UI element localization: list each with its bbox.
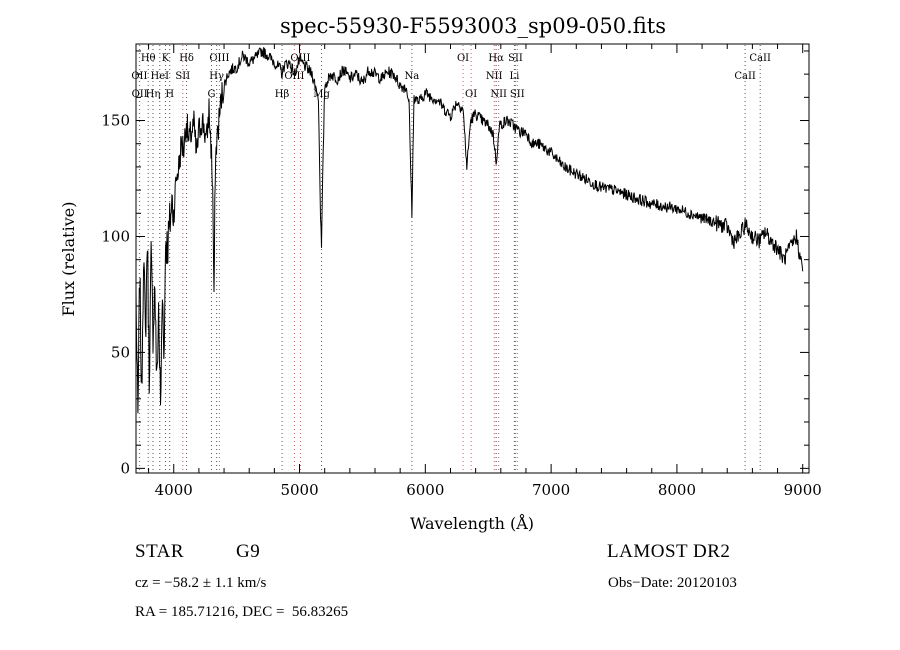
line-id-label: Li [509, 71, 519, 82]
line-id-label: H [165, 89, 174, 100]
x-axis-label: Wavelength (Å) [410, 513, 534, 533]
object-class: STAR [135, 541, 185, 562]
x-tick-label: 9000 [784, 481, 822, 499]
line-id-label: CaII [749, 53, 771, 64]
line-id-label: OIII [209, 53, 229, 64]
sky-coordinates: RA = 185.71216, DEC = 56.83265 [135, 604, 349, 620]
spectrum-series [135, 47, 804, 414]
line-id-label: CaII [734, 71, 756, 82]
line-id-label: Na [405, 71, 420, 82]
redshift-velocity: cz = −58.2 ± 1.1 km/s [135, 575, 267, 591]
y-tick-label: 100 [101, 227, 130, 245]
line-id-label: NII [490, 89, 507, 100]
line-id-label: Mg [313, 89, 330, 100]
line-id-label: SII [175, 71, 190, 82]
x-tick-label: 8000 [658, 481, 696, 499]
y-axis-label: Flux (relative) [59, 202, 78, 317]
y-tick-label: 150 [101, 112, 130, 130]
line-id-label: G [207, 89, 215, 100]
x-axis: 4000 5000 6000 7000 8000 9000 [148, 44, 822, 499]
line-id-label: NII [486, 71, 503, 82]
line-id-label: K [162, 53, 170, 64]
y-tick-label: 50 [111, 343, 130, 361]
spectrum-line [135, 47, 804, 414]
line-id-label: SII [510, 89, 525, 100]
line-id-label: Hγ [209, 71, 224, 82]
line-id-label: Hθ [141, 53, 156, 64]
y-tick-label: 0 [120, 459, 130, 477]
line-id-label: Hη [146, 89, 161, 100]
line-id-label: OI [457, 53, 469, 64]
observation-date: Obs−Date: 20120103 [608, 575, 737, 591]
x-tick-label: 7000 [532, 481, 570, 499]
line-id-label: SII [508, 53, 523, 64]
line-id-label: HeI [150, 71, 169, 82]
survey-name: LAMOST DR2 [607, 541, 731, 562]
line-id-label: Hα [488, 53, 504, 64]
plot-frame [135, 43, 810, 474]
y-axis: 0 50 100 150 [101, 50, 809, 477]
line-id-label: OIII [284, 71, 304, 82]
line-id-label: OII [131, 71, 147, 82]
line-id-label: OI [465, 89, 477, 100]
x-tick-label: 5000 [280, 481, 318, 499]
line-id-label: Hβ [275, 89, 290, 100]
object-subclass: G9 [236, 541, 261, 562]
x-tick-label: 6000 [406, 481, 444, 499]
line-id-label: Hδ [179, 53, 194, 64]
chart-title: spec-55930-F5593003_sp09-050.fits [280, 14, 666, 38]
x-tick-label: 4000 [155, 481, 193, 499]
line-id-label: OII [132, 89, 148, 100]
